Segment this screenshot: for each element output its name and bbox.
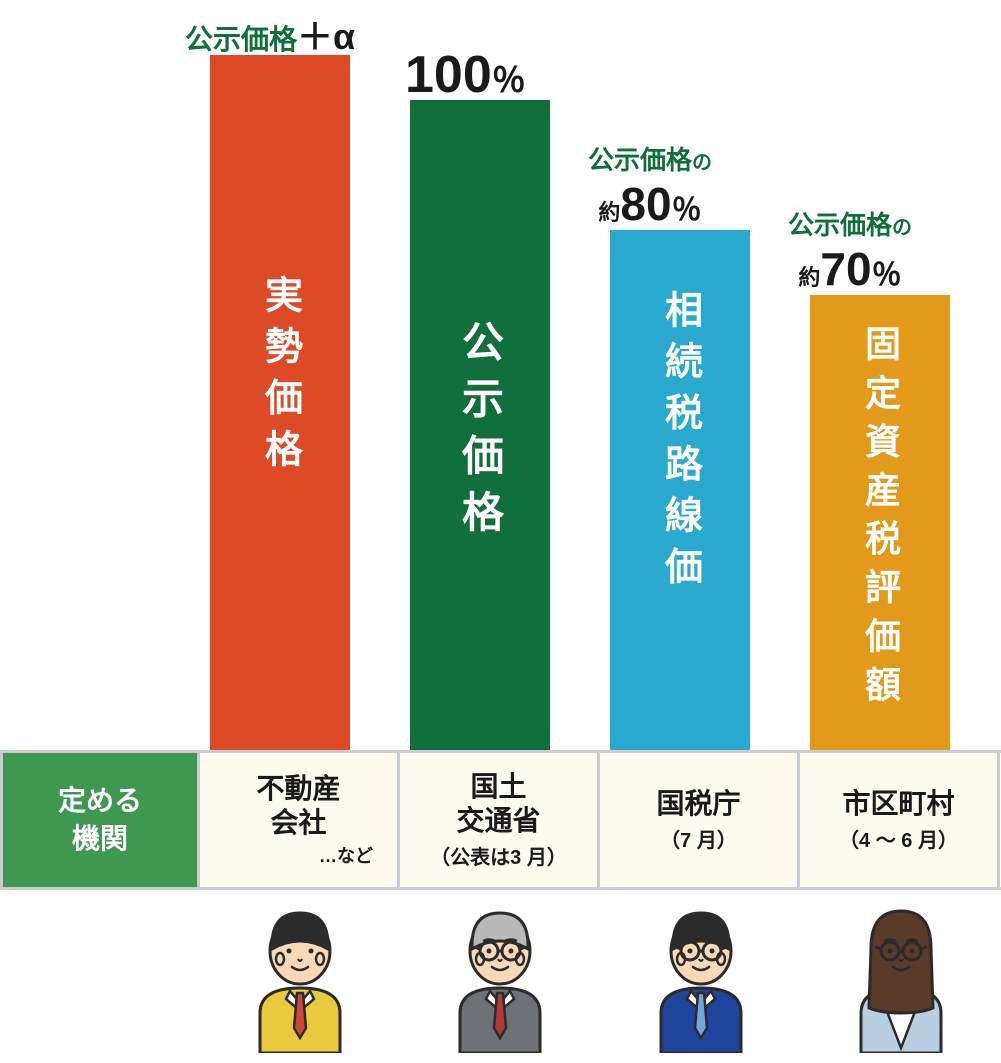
bar-chart: 実勢価格 公示価格＋α 公示価格 100％ 相続税路線価 公示価格の約80％ 固定資産税評価… — [0, 0, 1001, 750]
cell-nado-text: …など — [319, 842, 373, 868]
cell-main-text: 国土交通省 — [456, 770, 540, 837]
cell-main-text: 不動産会社 — [256, 772, 340, 839]
bar-0: 実勢価格 — [210, 55, 350, 750]
institution-table: 定める機関不動産会社 …など 国土交通省 （公表は3 月） 国税庁 （7 月） 市区町村 （4… — [0, 750, 1001, 890]
municipal-official-icon — [801, 893, 1001, 1058]
bar-3: 固定資産税評価額 — [810, 295, 950, 750]
bar-label: 公示価格 — [450, 320, 511, 547]
cell-sub-text: （7 月） — [660, 824, 737, 853]
table-cell-1: 国土交通省 （公表は3 月） — [400, 753, 600, 887]
nta-official-icon — [601, 893, 801, 1058]
bar-top-label: 公示価格の約80％ — [588, 140, 712, 231]
cell-main-text: 国税庁 — [656, 787, 740, 821]
bar-2: 相続税路線価 — [610, 230, 750, 750]
people-row — [200, 893, 1001, 1058]
table-cell-0: 不動産会社 …など — [200, 753, 400, 887]
cell-sub-text: （公表は3 月） — [430, 841, 567, 870]
bar-1: 公示価格 — [410, 100, 550, 750]
bar-top-label: 公示価格＋α — [185, 8, 355, 60]
real-estate-agent-icon — [200, 893, 400, 1058]
bar-top-label: 100％ — [405, 45, 526, 105]
bar-label: 実勢価格 — [253, 275, 308, 480]
bar-label: 相続税路線価 — [653, 290, 708, 598]
mlit-official-icon — [400, 893, 600, 1058]
cell-sub-text: （4 〜 6 月） — [839, 824, 958, 853]
bar-top-label: 公示価格の約70％ — [788, 205, 912, 296]
table-header-cell: 定める機関 — [0, 753, 200, 887]
table-cell-3: 市区町村 （4 〜 6 月） — [800, 753, 1000, 887]
cell-main-text: 市区町村 — [842, 787, 954, 821]
bar-label: 固定資産税評価額 — [854, 325, 906, 714]
table-cell-2: 国税庁 （7 月） — [600, 753, 800, 887]
